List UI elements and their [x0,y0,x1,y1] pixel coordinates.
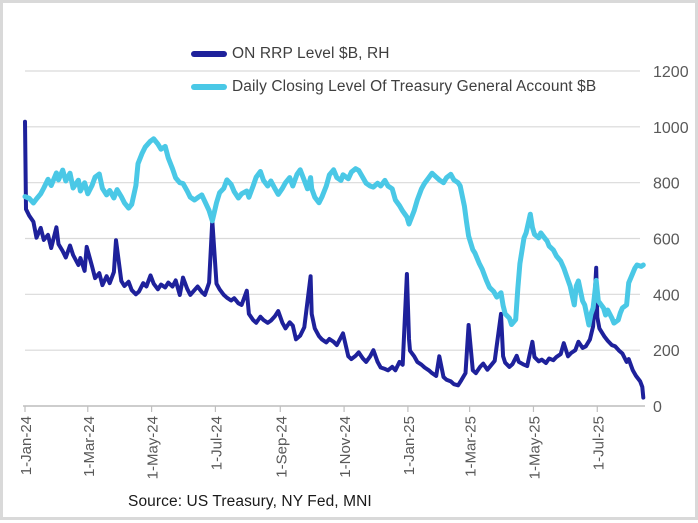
x-tick-label: 1-Mar-25 [463,416,480,477]
legend: ON RRP Level $B, RH Daily Closing Level … [191,43,596,98]
y-tick-label: 600 [653,232,680,249]
gridlines [25,70,640,407]
x-tick-label: 1-Sep-24 [273,416,290,478]
y-tick-label: 0 [653,399,662,416]
x-axis: 1-Jan-24 1-Mar-24 1-May-24 1-Jul-24 1-Sep-24… [18,405,645,479]
x-tick-label: 1-Jan-25 [401,416,418,475]
x-tick-label: 1-Jan-24 [18,416,35,475]
legend-item-on-rrp: ON RRP Level $B, RH [191,43,596,65]
y-axis-labels: 0 200 400 600 800 1000 1200 [653,64,689,416]
y-tick-label: 1200 [653,64,689,81]
line-chart: 0 200 400 600 800 1000 1200 1-Jan-24 1-Mar-24 1-M… [18,64,689,479]
legend-item-tga: Daily Closing Level Of Treasury General … [191,76,596,98]
x-tick-label: 1-Mar-24 [81,416,98,477]
y-tick-label: 1000 [653,120,689,137]
y-tick-label: 400 [653,287,680,304]
legend-label-on-rrp: ON RRP Level $B, RH [232,45,390,62]
x-tick-label: 1-Jul-25 [590,416,607,470]
source-note: Source: US Treasury, NY Fed, MNI [128,493,372,510]
x-tick-label: 1-May-25 [526,416,543,479]
legend-label-tga: Daily Closing Level Of Treasury General … [232,78,597,95]
series-tga-line [22,136,646,328]
legend-swatch-on-rrp-line [191,51,227,57]
x-tick-label: 1-May-24 [145,416,162,479]
series-on-rrp-line [23,119,646,400]
x-tick-label: 1-Jul-24 [208,416,225,470]
y-tick-label: 200 [653,343,680,360]
x-tick-label: 1-Nov-24 [337,416,354,478]
legend-swatch-tga-line [191,84,227,90]
y-tick-label: 800 [653,176,680,193]
